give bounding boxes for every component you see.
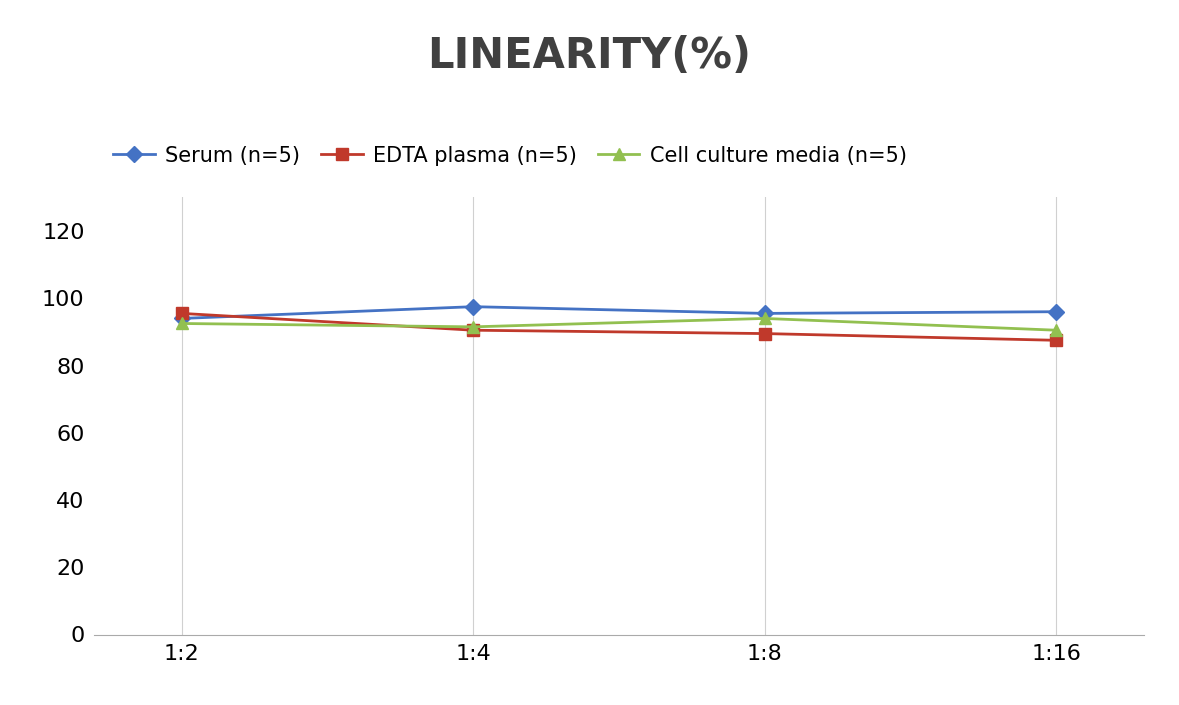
Cell culture media (n=5)	[466, 323, 480, 331]
EDTA plasma (n=5)	[1049, 336, 1063, 345]
Serum (n=5)	[758, 309, 772, 318]
Line: Cell culture media (n=5): Cell culture media (n=5)	[176, 313, 1062, 336]
Cell culture media (n=5)	[1049, 326, 1063, 334]
EDTA plasma (n=5)	[466, 326, 480, 334]
Serum (n=5)	[1049, 307, 1063, 316]
Line: Serum (n=5): Serum (n=5)	[176, 301, 1062, 324]
Text: LINEARITY(%): LINEARITY(%)	[428, 35, 751, 78]
Cell culture media (n=5)	[174, 319, 189, 328]
EDTA plasma (n=5)	[758, 329, 772, 338]
Cell culture media (n=5)	[758, 314, 772, 323]
EDTA plasma (n=5)	[174, 309, 189, 318]
Legend: Serum (n=5), EDTA plasma (n=5), Cell culture media (n=5): Serum (n=5), EDTA plasma (n=5), Cell cul…	[105, 137, 915, 174]
Line: EDTA plasma (n=5): EDTA plasma (n=5)	[176, 308, 1062, 346]
Serum (n=5)	[466, 302, 480, 311]
Serum (n=5)	[174, 314, 189, 323]
